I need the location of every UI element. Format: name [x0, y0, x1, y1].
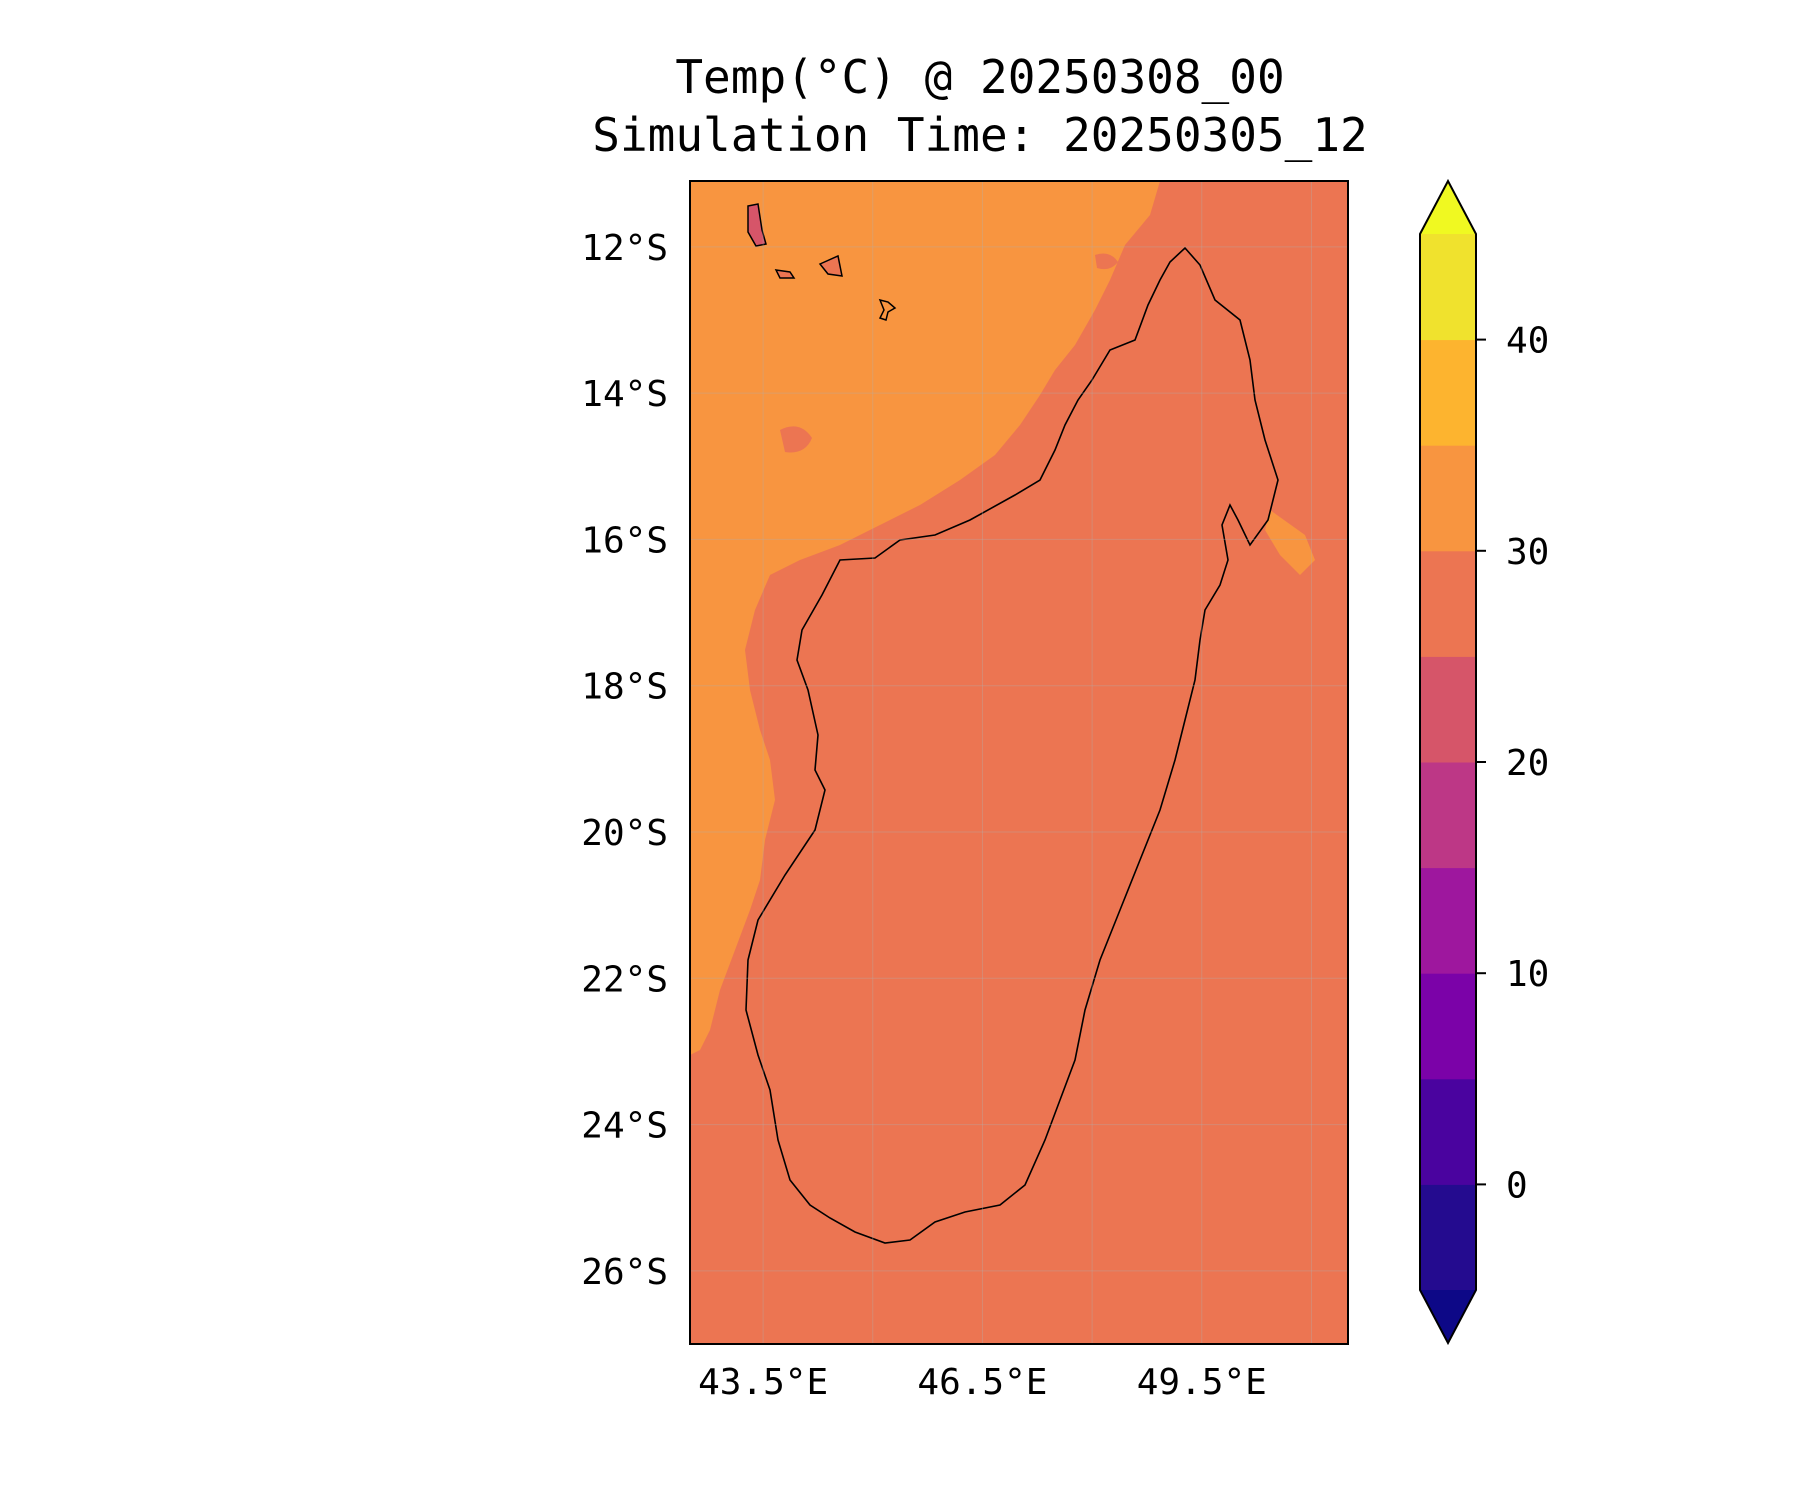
chart-title: Temp(°C) @ 20250308_00 — [675, 50, 1285, 104]
y-tick-label: 16°S — [581, 520, 668, 561]
colorbar-tick-label: 0 — [1506, 1165, 1528, 1206]
y-tick-label: 26°S — [581, 1252, 668, 1293]
x-tick-labels: 43.5°E 46.5°E 49.5°E — [698, 1362, 1267, 1403]
colorbar-segment — [1420, 762, 1476, 869]
colorbar-segment — [1420, 973, 1476, 1080]
island-moheli — [774, 269, 796, 279]
colorbar-segment — [1420, 867, 1476, 974]
y-tick-label: 14°S — [581, 374, 668, 415]
ocean-west-warm-field — [690, 181, 1160, 1055]
colorbar-tick-label: 30 — [1506, 532, 1549, 573]
island-mayotte — [878, 298, 897, 321]
ocean-warm-patch — [1265, 510, 1315, 575]
ocean-cool-patch — [1095, 253, 1118, 270]
colorbar-segment — [1420, 1184, 1476, 1291]
colorbar-segment — [1420, 339, 1476, 446]
colorbar-segment — [1420, 550, 1476, 657]
colorbar-segment — [1420, 445, 1476, 552]
colorbar-under-arrow — [1420, 1290, 1476, 1343]
x-tick-label: 46.5°E — [917, 1362, 1047, 1403]
colorbar-tick-label: 10 — [1506, 954, 1549, 995]
x-tick-label: 43.5°E — [698, 1362, 828, 1403]
colorbar-segment — [1420, 656, 1476, 763]
x-tick-label: 49.5°E — [1137, 1362, 1267, 1403]
colorbar-ticks: 0 10 20 30 40 — [1476, 321, 1549, 1206]
plot-frame — [689, 180, 1349, 1345]
y-tick-label: 18°S — [581, 667, 668, 708]
colorbar-tick-label: 20 — [1506, 743, 1549, 784]
title-block: Temp(°C) @ 20250308_00 Simulation Time: … — [560, 48, 1400, 164]
chart-subtitle: Simulation Time: 20250305_12 — [592, 108, 1368, 162]
gridlines — [690, 181, 1348, 1344]
y-tick-label: 22°S — [581, 959, 668, 1000]
map-area — [690, 181, 1348, 1344]
y-tick-label: 24°S — [581, 1106, 668, 1147]
y-tick-label: 12°S — [581, 228, 668, 269]
colorbar-segment — [1420, 234, 1476, 341]
colorbar-tick-label: 40 — [1506, 321, 1549, 362]
island-grande-comore — [747, 203, 767, 247]
y-tick-labels: 12°S 14°S 16°S 18°S 20°S 22°S 24°S 26°S — [581, 228, 668, 1293]
colorbar-over-arrow — [1420, 181, 1476, 234]
ocean-cool-patch — [780, 426, 812, 453]
y-tick-label: 20°S — [581, 813, 668, 854]
island-anjouan — [818, 254, 843, 277]
colorbar-segment — [1420, 1078, 1476, 1185]
colorbar-outline — [1419, 178, 1477, 1346]
colorbar — [1419, 178, 1477, 1346]
